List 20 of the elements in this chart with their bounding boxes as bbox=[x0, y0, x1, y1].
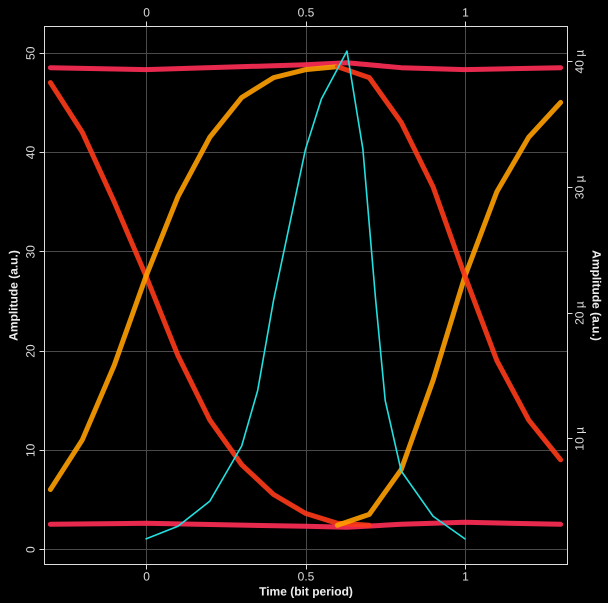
line-series bbox=[145, 50, 466, 540]
y2-tick-label: 10 µ bbox=[572, 426, 586, 451]
y-tick-label: 20 bbox=[24, 344, 38, 358]
y-tick-label: 50 bbox=[24, 46, 38, 60]
y-tick-label: 10 bbox=[24, 443, 38, 458]
y-tick-label: 0 bbox=[24, 546, 38, 553]
y-tick-label: 40 bbox=[24, 146, 38, 160]
y-axis-title: Amplitude (a.u.) bbox=[6, 250, 20, 341]
x-axis-title: Time (bit period) bbox=[259, 584, 353, 598]
y2-tick-label: 40 µ bbox=[572, 50, 586, 74]
x2-tick-label: 0 bbox=[143, 6, 150, 20]
x2-tick-label: 0.5 bbox=[298, 6, 315, 20]
x-tick-label: 1 bbox=[462, 570, 470, 584]
y2-tick-label: 20 µ bbox=[572, 301, 586, 325]
y-tick-label: 30 bbox=[24, 244, 38, 259]
x2-tick-label: 1 bbox=[462, 6, 470, 20]
x-tick-label: 0.5 bbox=[298, 570, 315, 584]
x-tick-label: 0 bbox=[143, 570, 150, 584]
y2-axis-title: Amplitude (a.u.) bbox=[590, 250, 604, 341]
y2-tick-label: 30 µ bbox=[572, 176, 586, 200]
